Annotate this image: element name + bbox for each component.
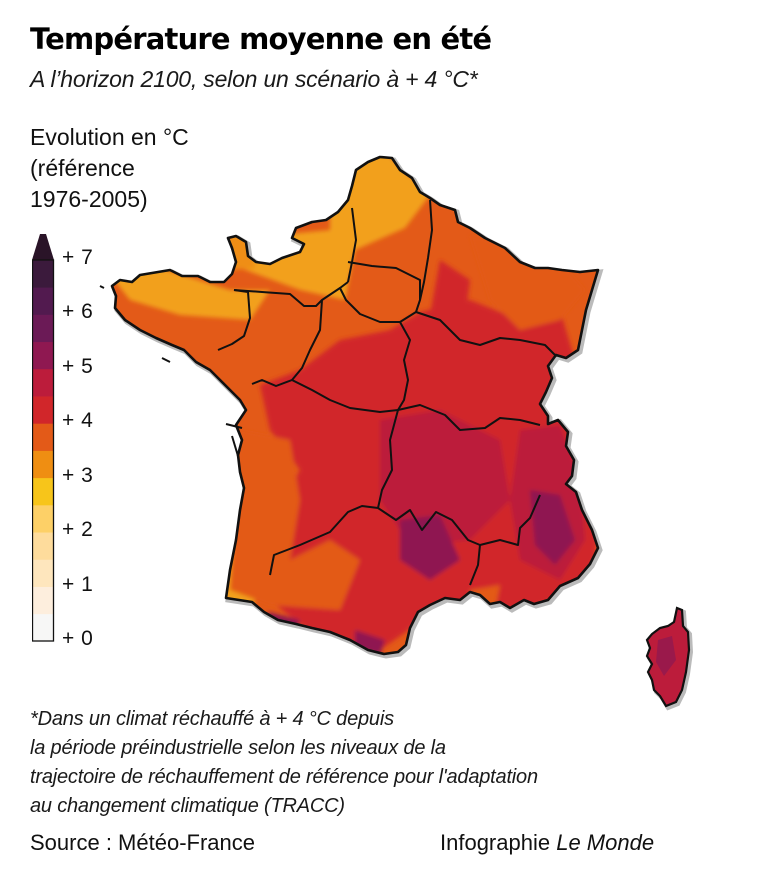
corsica-hot-zone [656,636,676,676]
zone-massif [380,410,510,545]
region-boundaries [217,199,556,586]
scale-swatch [32,613,54,642]
scale-swatch [32,450,54,479]
scale-swatch [32,477,54,506]
boundary-ara-occ [377,507,481,546]
legend-title: Evolution en °C (référence 1976-2005) [30,122,189,215]
footnote: *Dans un climat réchauffé à + 4 °C depui… [30,705,538,821]
france-outline [110,155,600,656]
scale-tick-label: + 4 [62,409,94,433]
page-title: Température moyenne en été [30,22,492,56]
zone-north-light [225,157,430,300]
scale-overflow-arrow [32,234,54,260]
scale-swatch [32,504,54,533]
color-scale [32,234,55,642]
zone-cevennes [400,515,460,580]
scale-tick-label: + 6 [62,300,94,324]
island-re [225,423,243,429]
boundary-naq-ara [377,409,399,509]
scale-swatch [32,423,54,451]
scale-swatch [32,532,54,560]
scale-tick-label: + 7 [62,246,94,269]
scale-swatch [32,341,54,370]
infographie-credit: Infographie Le Monde [440,830,654,856]
scale-swatch [32,586,54,615]
scale-tick-label: + 0 [62,627,94,650]
scale-swatch [32,559,54,587]
scale-tick-label: + 1 [62,572,94,596]
legend-title-line: 1976-2005) [30,186,148,212]
scale-swatch [32,314,54,343]
footnote-line: *Dans un climat réchauffé à + 4 °C depui… [30,708,394,730]
france-map [99,155,694,711]
scale-tick-label: + 2 [62,518,94,542]
island-belle-ile [161,357,171,363]
scale-swatch [32,287,54,315]
legend-title-line: Evolution en °C [30,124,189,150]
atlantic-islands [99,285,243,457]
zone-southwest-orange [230,430,360,610]
boundary-pdl-naq [251,379,293,387]
scale-tick-label: + 3 [62,463,94,487]
zone-alps-hot [530,490,575,565]
boundary-grandest-bfc [415,311,556,356]
scale-swatch [32,396,54,424]
boundary-occ-paca [469,544,481,586]
credit-brand: Le Monde [556,830,655,855]
boundary-naq-occ [269,505,379,576]
boundary-centre-bfc [397,321,411,411]
scale-swatch [32,260,54,288]
scale-tick-label: + 5 [62,354,94,378]
scale-frame [32,259,55,642]
island-ouessant [99,285,105,289]
boundary-normandie-hdf [347,207,357,283]
boundary-idf [339,261,421,323]
boundary-centre-naq [291,379,399,413]
scale-swatch [32,368,54,397]
legend-title-line: (référence [30,155,135,181]
zone-brittany-north [112,268,270,320]
source-credit: Source : Météo-France [30,830,255,855]
zone-east-patch [430,260,470,320]
corsica [645,606,694,711]
footnote-line: trajectoire de réchauffement de référenc… [30,766,538,788]
boundary-pdl-centre [291,299,323,381]
footnote-line: au changement climatique (TRACC) [30,795,345,817]
credit-prefix: Infographie [440,830,557,855]
footnote-line: la période préindustrielle selon les niv… [30,737,446,759]
boundary-bfc-ara [397,404,541,431]
page-subtitle: A l’horizon 2100, selon un scénario à + … [30,66,478,92]
boundary-ara-paca [479,494,541,546]
boundary-hdf-grandest [419,199,433,301]
island-oleron [231,435,239,457]
zone-east-orange [470,235,585,330]
